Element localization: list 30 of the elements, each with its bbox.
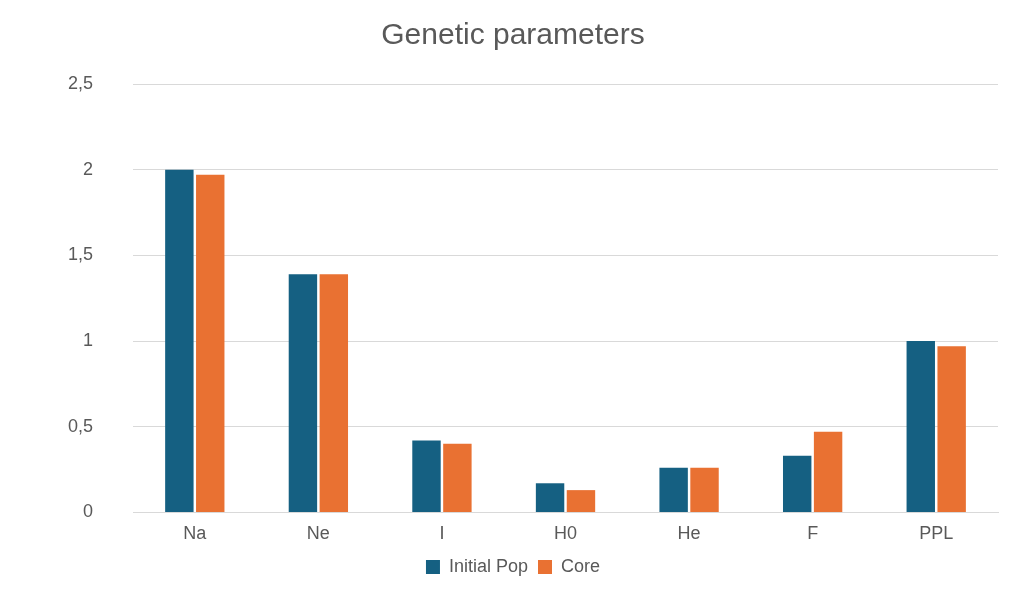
bar [412,440,441,512]
legend-label: Core [561,555,601,576]
bar [937,346,966,512]
bar [906,341,935,512]
bar [196,174,225,512]
bar [782,455,812,512]
x-tick-label: PPL [919,523,954,544]
x-tick-label: H0 [554,523,578,544]
bar [566,490,596,512]
chart-title: Genetic parameters [381,17,645,51]
y-tick-label: 2 [83,158,94,179]
y-tick-label: 1 [83,330,94,351]
bar [443,443,472,512]
y-tick-label: 0 [83,501,94,522]
bar [659,467,688,512]
legend-label: Initial Pop [448,555,529,576]
x-tick-label: Na [183,523,208,544]
y-tick-label: 2,5 [67,72,94,93]
y-tick-label: 0,5 [67,415,94,436]
x-tick-label: I [439,523,445,544]
bar [165,169,194,512]
bar [813,431,843,512]
bar [288,274,318,512]
x-tick-label: He [677,523,701,544]
bar [690,467,719,512]
bar [535,483,565,512]
x-tick-label: Ne [306,523,330,544]
bar [319,274,349,512]
y-tick-label: 1,5 [67,244,94,265]
x-tick-label: F [807,523,819,544]
